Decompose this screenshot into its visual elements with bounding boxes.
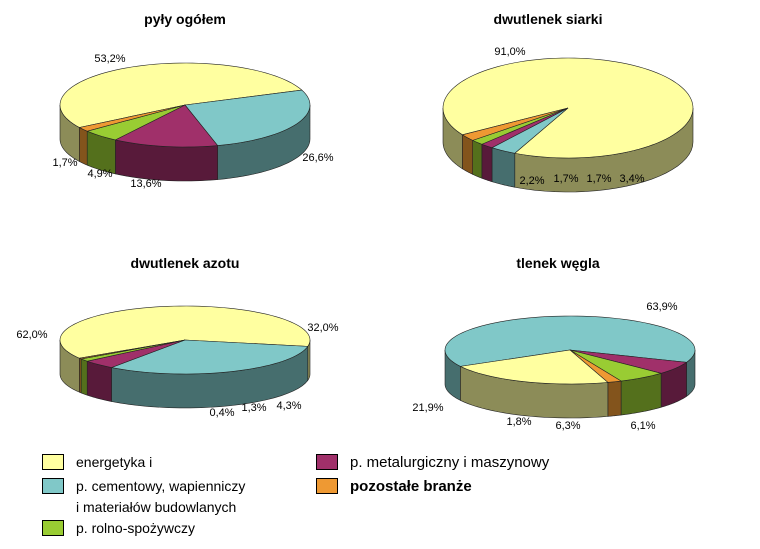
legend-swatch-energetyka — [42, 454, 64, 470]
slice-pozostale — [461, 107, 569, 141]
legend-label-line2: i materiałów budowlanych — [76, 499, 237, 515]
slice-label-rolno: 1,7% — [553, 173, 578, 185]
slice-label-energetyka: 53,2% — [94, 53, 125, 65]
chart-title: dwutlenek siarki — [494, 11, 603, 27]
legend-swatch-rolno — [42, 520, 64, 536]
legend-label: p. cementowy, wapienniczy — [76, 478, 246, 494]
slice-label-cementowy: 3,4% — [619, 173, 644, 185]
legend-swatch-cementowy — [42, 478, 64, 494]
legend-item-rolno: p. rolno-spożywczy — [42, 518, 195, 538]
slice-rolno — [86, 104, 186, 141]
legend-label: p. metalurgiczny i maszynowy — [350, 453, 550, 471]
legend-label: pozostałe branże — [350, 477, 472, 495]
slice-energetyka — [59, 305, 311, 359]
slice-label-rolno: 1,3% — [241, 402, 266, 414]
slice-cementowy — [184, 89, 311, 146]
slice-side-pozostale — [79, 357, 82, 394]
slice-label-metalurgiczny: 6,1% — [630, 420, 655, 432]
legend-item-metalurgiczny: p. metalurgiczny i maszynowy — [316, 452, 549, 472]
slice-label-cementowy: 32,0% — [307, 322, 338, 334]
chart-title: dwutlenek azotu — [131, 255, 240, 271]
pie-dwutlenek-azotu — [59, 305, 311, 409]
slice-rolno — [569, 349, 663, 382]
chart-dwutlenek-siarki: dwutlenek siarki 91,0% 3,4% 1,7% 1,7% 2,… — [442, 11, 694, 193]
slice-pozostale — [78, 339, 186, 360]
pie-pyly-ogolem — [59, 62, 311, 182]
chart-dwutlenek-azotu: dwutlenek azotu 62,0% 32,0% 4,3% 1,3% 0,… — [16, 255, 338, 419]
slice-metalurgiczny — [569, 349, 688, 374]
slice-label-rolno: 6,3% — [555, 420, 580, 432]
legend-item-pozostale: pozostałe branże — [316, 476, 472, 496]
slice-pozostale — [78, 104, 186, 132]
chart-pyly-ogolem: pyły ogółem 53,2% 26,6% 13,6% 4,9% 1,7% — [52, 11, 333, 190]
slice-label-rolno: 4,9% — [87, 168, 112, 180]
slice-label-metalurgiczny: 13,6% — [130, 178, 161, 190]
slice-cementowy — [491, 107, 569, 154]
slice-cementowy — [444, 315, 696, 367]
pie-dwutlenek-siarki — [442, 57, 694, 193]
slice-side-pozostale — [462, 134, 473, 175]
slice-label-energetyka: 21,9% — [412, 402, 443, 414]
slice-label-pozostale: 2,2% — [519, 175, 544, 187]
slice-energetyka — [59, 62, 303, 128]
slice-label-metalurgiczny: 4,3% — [276, 400, 301, 412]
slice-side-rolno — [472, 139, 483, 179]
slice-side-cementowy — [491, 147, 516, 188]
legend-swatch-pozostale — [316, 478, 338, 494]
slice-metalurgiczny — [114, 104, 219, 148]
legend-label: p. rolno-spożywczy — [76, 520, 196, 536]
slice-side-pozostale — [79, 127, 88, 166]
slice-label-energetyka: 91,0% — [494, 46, 525, 58]
slice-label-cementowy: 26,6% — [302, 152, 333, 164]
chart-tlenek-wegla: tlenek węgla 21,9% 63,9% 6,1% 6,3% 1,8% — [412, 255, 696, 432]
slice-cementowy — [110, 339, 309, 375]
legend-label: energetyka i — [76, 454, 153, 470]
slice-side-rolno — [80, 358, 88, 396]
slice-label-energetyka: 62,0% — [16, 329, 47, 341]
slice-metalurgiczny — [86, 339, 186, 368]
legend-item-energetyka: energetyka i — [42, 452, 152, 472]
chart-title: pyły ogółem — [144, 11, 226, 27]
slice-label-metalurgiczny: 1,7% — [586, 173, 611, 185]
slice-side-pozostale — [607, 380, 622, 417]
slice-label-cementowy: 63,9% — [646, 301, 677, 313]
legend-swatch-metalurgiczny — [316, 454, 338, 470]
pie-tlenek-wegla — [444, 315, 696, 419]
slice-label-pozostale: 0,4% — [209, 407, 234, 419]
legend-item-cementowy-line2: i materiałów budowlanych — [76, 497, 236, 517]
legend-item-cementowy: p. cementowy, wapienniczy — [42, 476, 245, 496]
slice-side-metalurgiczny — [86, 360, 112, 402]
slice-label-pozostale: 1,8% — [506, 416, 531, 428]
slice-side-metalurgiczny — [481, 143, 493, 183]
chart-title: tlenek węgla — [516, 255, 599, 271]
slice-label-pozostale: 1,7% — [52, 157, 77, 169]
slice-energetyka — [459, 349, 609, 385]
